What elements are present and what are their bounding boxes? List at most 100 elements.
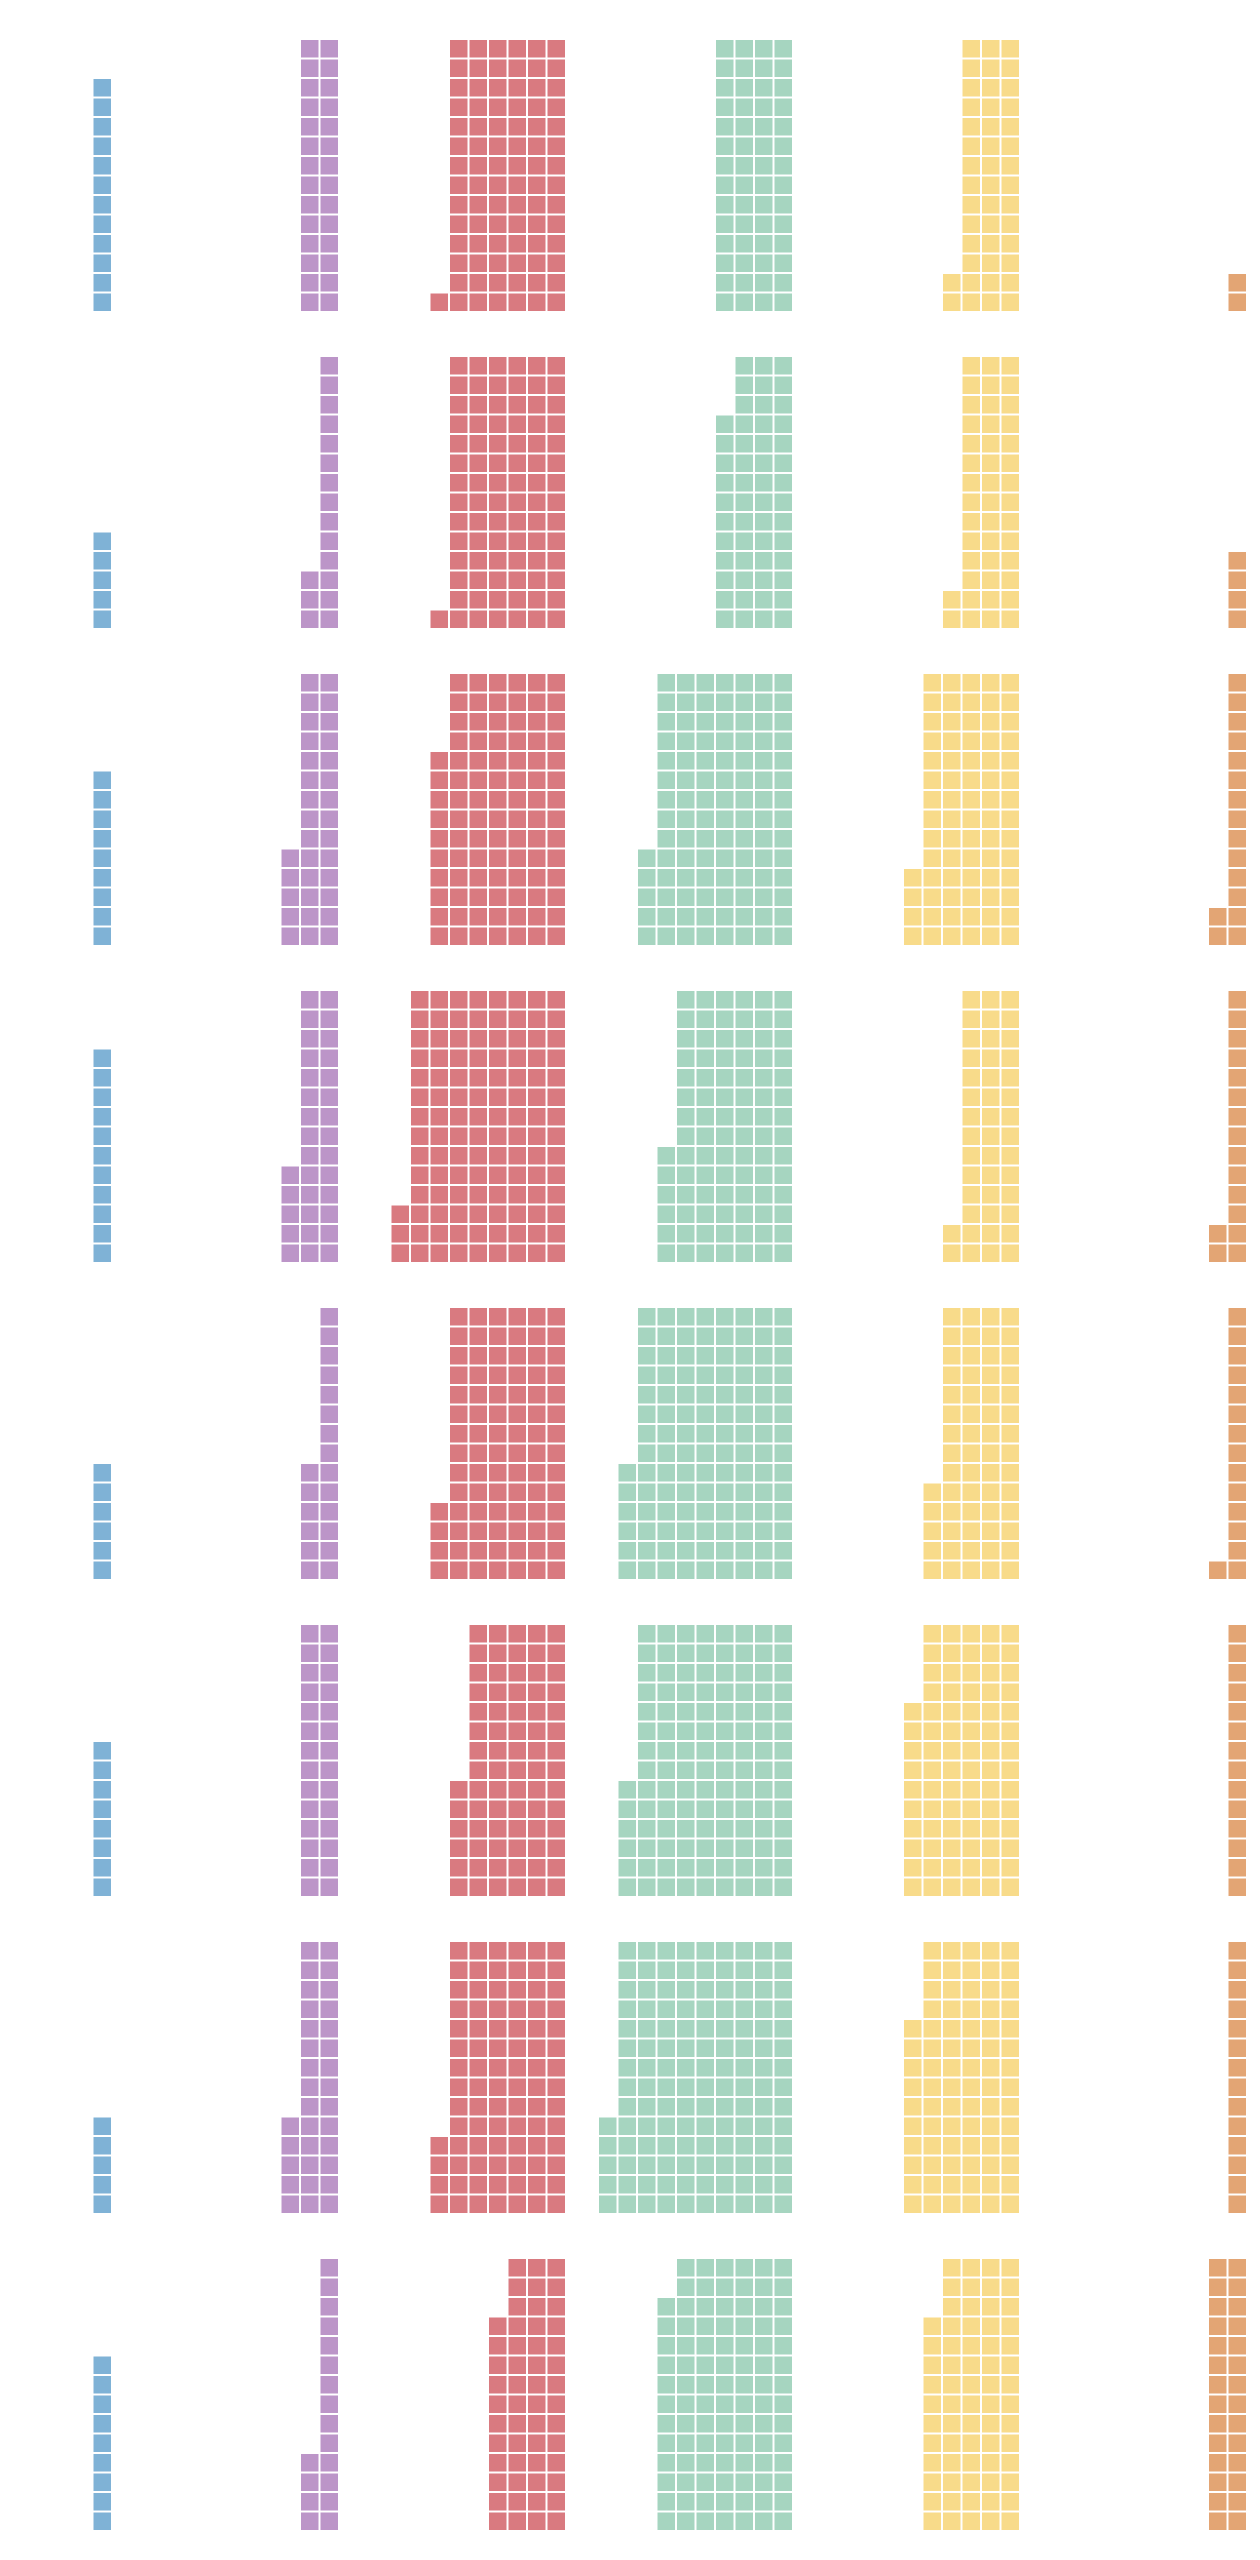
waffle-cell — [320, 1347, 338, 1365]
waffle-cell — [1209, 2337, 1227, 2355]
waffle-cell — [281, 888, 299, 906]
waffle-cell — [943, 752, 961, 770]
waffle-cell — [755, 1839, 773, 1857]
waffle-cell — [528, 2473, 546, 2491]
waffle-cell — [774, 1127, 792, 1145]
waffle-cell — [469, 1942, 487, 1960]
waffle-cell — [450, 1503, 468, 1521]
waffle-cell — [547, 1308, 565, 1326]
waffle-cell — [469, 2078, 487, 2096]
waffle-cell — [657, 2395, 675, 2413]
waffle-block-s2-r7 — [281, 1942, 338, 2213]
waffle-cell — [1001, 2098, 1019, 2116]
waffle-cell — [508, 830, 526, 848]
waffle-cell — [489, 274, 507, 292]
waffle-cell — [923, 1561, 941, 1579]
waffle-cell — [962, 2259, 980, 2277]
waffle-cell — [469, 396, 487, 414]
waffle-cell — [943, 2039, 961, 2057]
waffle-cell — [962, 888, 980, 906]
waffle-cell — [301, 1542, 319, 1560]
waffle-cell — [618, 1961, 636, 1979]
waffle-cell — [93, 1542, 111, 1560]
waffle-cell — [677, 693, 695, 711]
waffle-cell — [301, 2059, 319, 2077]
waffle-cell — [508, 1205, 526, 1223]
waffle-cell — [774, 732, 792, 750]
waffle-block-s5-r6 — [904, 1625, 1019, 1896]
waffle-cell — [93, 118, 111, 136]
waffle-cell — [638, 1483, 656, 1501]
waffle-cell — [547, 40, 565, 58]
waffle-cell — [469, 1108, 487, 1126]
waffle-cell — [755, 98, 773, 116]
waffle-cell — [923, 2000, 941, 2018]
waffle-cell — [508, 2298, 526, 2316]
waffle-cell — [469, 293, 487, 311]
waffle-cell — [982, 1561, 1000, 1579]
waffle-cell — [716, 1664, 734, 1682]
waffle-cell — [735, 1049, 753, 1067]
waffle-cell — [450, 1981, 468, 1999]
waffle-cell — [982, 2356, 1000, 2374]
waffle-cell — [755, 888, 773, 906]
waffle-cell — [547, 1444, 565, 1462]
waffle-cell — [1001, 2356, 1019, 2374]
waffle-cell — [943, 2020, 961, 2038]
waffle-cell — [716, 1049, 734, 1067]
waffle-row-5 — [93, 1308, 1246, 1579]
waffle-cell — [716, 830, 734, 848]
waffle-cell — [469, 908, 487, 926]
waffle-cell — [638, 2098, 656, 2116]
waffle-cell — [716, 1244, 734, 1262]
waffle-cell — [677, 1366, 695, 1384]
waffle-cell — [657, 2493, 675, 2511]
waffle-cell — [547, 1722, 565, 1740]
waffle-cell — [469, 2059, 487, 2077]
waffle-cell — [774, 532, 792, 550]
waffle-cell — [618, 2039, 636, 2057]
waffle-cell — [508, 532, 526, 550]
waffle-cell — [93, 1859, 111, 1877]
waffle-cell — [320, 1781, 338, 1799]
waffle-cell — [547, 2059, 565, 2077]
waffle-cell — [93, 1561, 111, 1579]
waffle-cell — [489, 118, 507, 136]
waffle-cell — [320, 2195, 338, 2213]
waffle-cell — [320, 1683, 338, 1701]
waffle-cell — [696, 2020, 714, 2038]
waffle-cell — [508, 1981, 526, 1999]
waffle-cell — [716, 1166, 734, 1184]
waffle-cell — [774, 157, 792, 175]
waffle-cell — [904, 1859, 922, 1877]
waffle-cell — [982, 1108, 1000, 1126]
waffle-cell — [735, 991, 753, 1009]
waffle-cell — [677, 1108, 695, 1126]
waffle-cell — [755, 1205, 773, 1223]
waffle-cell — [657, 1503, 675, 1521]
waffle-cell — [320, 2337, 338, 2355]
waffle-cell — [547, 1483, 565, 1501]
waffle-cell — [1001, 532, 1019, 550]
waffle-cell — [528, 118, 546, 136]
waffle-cell — [735, 732, 753, 750]
waffle-cell — [677, 1942, 695, 1960]
waffle-row-8 — [93, 2259, 1246, 2530]
waffle-cell — [735, 454, 753, 472]
waffle-cell — [1209, 1244, 1227, 1262]
waffle-cell — [716, 176, 734, 194]
waffle-cell — [962, 2317, 980, 2335]
waffle-cell — [93, 2195, 111, 2213]
waffle-cell — [450, 1839, 468, 1857]
waffle-cell — [696, 1327, 714, 1345]
waffle-cell — [489, 888, 507, 906]
waffle-cell — [774, 1981, 792, 1999]
waffle-cell — [93, 79, 111, 97]
waffle-cell — [1001, 1088, 1019, 1106]
waffle-cell — [982, 869, 1000, 887]
waffle-cell — [982, 293, 1000, 311]
waffle-cell — [716, 532, 734, 550]
waffle-cell — [982, 79, 1000, 97]
waffle-cell — [638, 2039, 656, 2057]
waffle-cell — [547, 1644, 565, 1662]
